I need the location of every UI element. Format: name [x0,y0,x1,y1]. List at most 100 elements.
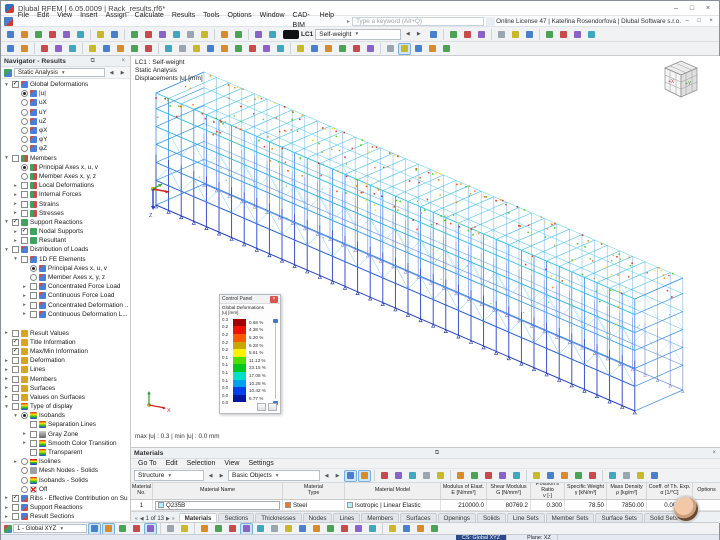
delete-row-icon[interactable] [482,470,495,482]
checkbox[interactable] [12,338,19,346]
checkbox[interactable] [21,191,28,199]
radio[interactable] [21,117,28,125]
legend-range-slider[interactable] [273,318,278,405]
new-member-load-icon[interactable] [336,43,349,55]
checkbox[interactable] [30,449,37,456]
mirror-icon[interactable] [114,43,127,55]
select-pointer-icon[interactable] [4,43,17,55]
expand-icon[interactable]: ▸ [23,311,26,318]
search-arrow-icon[interactable]: ▸ [347,18,351,25]
teamwork-server-icon[interactable] [32,28,45,40]
tree-item-transparent[interactable]: Transparent [1,448,130,457]
expand-icon[interactable]: ▸ [23,283,26,290]
axes-toggle-icon[interactable] [282,523,295,535]
export-excel-icon[interactable] [420,470,433,482]
previous-view-icon[interactable] [184,28,197,40]
tab-lines[interactable]: Lines [333,513,361,523]
result-filter-icon[interactable] [495,28,508,40]
expand-icon[interactable]: ▸ [14,191,17,198]
column-header-material-model[interactable]: Material Model [345,483,441,499]
collapse-icon[interactable]: ▾ [5,403,8,410]
radio[interactable] [21,99,28,107]
tab-nodes[interactable]: Nodes [302,513,333,523]
expand-icon[interactable]: ▸ [5,513,8,520]
menu-insert[interactable]: Insert [80,12,98,19]
report-dock-icon[interactable] [414,523,427,535]
cell-value[interactable]: 78.50 [565,500,607,510]
tree-item-distribution-of-loads[interactable]: ▾ Distribution of Loads [1,245,130,254]
collapse-icon[interactable]: ▾ [14,256,17,263]
undo-icon[interactable] [94,28,107,40]
tree-item-internal-forces[interactable]: ▸ Internal Forces [1,190,130,199]
tab-member-sets[interactable]: Member Sets [545,513,595,523]
new-surface-load-icon[interactable] [350,43,363,55]
new-hinge-icon[interactable] [308,43,321,55]
expand-icon[interactable]: ▸ [5,376,8,382]
checkbox[interactable] [30,283,37,291]
checkbox[interactable] [12,504,19,512]
tree-item-title-information[interactable]: Title Information [1,338,130,347]
materials-menu-go-to[interactable]: Go To [138,459,157,467]
next-table-icon[interactable]: ▶ [166,516,170,522]
radio[interactable] [21,90,28,98]
tree-item-isobands[interactable]: ▾ Isobands [1,411,130,420]
radio[interactable] [21,127,28,135]
last-table-icon[interactable]: » [171,516,175,522]
section-view-icon[interactable] [426,43,439,55]
tree-item-global-deformations[interactable]: ▾ Global Deformations [1,80,130,89]
cell-value[interactable]: 80769.2 [487,500,531,510]
show-results-icon[interactable] [447,28,460,40]
checkbox[interactable] [21,255,28,263]
column-header-mass-density[interactable]: Mass Density ρ [kg/m³] [607,483,647,499]
radio[interactable] [21,467,28,475]
checkbox[interactable] [30,310,37,318]
window-layout-icon[interactable] [530,470,543,482]
renderer-settings-icon[interactable] [440,43,453,55]
new-surface-icon[interactable] [232,43,245,55]
search-table-icon[interactable] [648,470,661,482]
jump-first-icon[interactable] [496,470,509,482]
window-yz-icon[interactable] [170,28,183,40]
display-properties-icon[interactable] [232,28,245,40]
column-header-material-name[interactable]: Material Name [153,483,283,499]
checkbox[interactable] [12,403,19,411]
expand-icon[interactable]: ▸ [14,237,17,244]
plane-yz-icon[interactable] [254,523,267,535]
checkbox[interactable] [30,421,37,429]
previous-analysis-button[interactable]: ◀ [109,69,114,76]
tree-item-y[interactable]: φY [1,135,130,144]
tree-item-local-deformations[interactable]: ▸ Local Deformations [1,181,130,190]
checkbox[interactable] [21,228,28,236]
tree-item-mesh-nodes-solids[interactable]: Mesh Nodes - Solids [1,466,130,475]
checkbox[interactable] [12,384,19,392]
expand-icon[interactable]: ▸ [5,330,8,337]
expand-icon[interactable]: ▸ [5,357,8,364]
column-header-modulus-of-elast[interactable]: Modulus of Elast. E [N/mm²] [441,483,487,499]
menu-view[interactable]: View [57,12,73,19]
clipping-box-icon[interactable] [412,43,425,55]
control-panel[interactable]: Control Panel × Global Deformations |u| … [219,294,281,414]
tab-members[interactable]: Members [361,513,400,523]
checkbox[interactable] [12,494,19,502]
new-polyline-icon[interactable] [218,43,231,55]
redo-icon[interactable] [108,28,121,40]
tree-item-x[interactable]: φX [1,126,130,135]
minimize-icon[interactable]: – [674,4,678,12]
tree-item-uy[interactable]: uY [1,108,130,117]
radio[interactable] [21,145,28,153]
expand-icon[interactable]: ▸ [5,385,8,392]
comments-toggle-icon[interactable] [296,523,309,535]
coordinate-system-combo[interactable]: 1 - Global XYZ [13,524,87,533]
radio[interactable] [21,476,28,484]
work-plane-lock-icon[interactable] [164,523,177,535]
expand-icon[interactable]: ▸ [5,504,8,511]
next-analysis-button[interactable]: ▶ [120,69,125,76]
expand-icon[interactable]: ▸ [14,201,17,208]
tree-item-smooth-color-transition[interactable]: ▸ Smooth Color Transition [1,439,130,448]
menu-window[interactable]: Window [259,12,285,19]
checkbox[interactable] [12,154,19,162]
sort-rows-icon[interactable] [544,470,557,482]
tree-item-ux[interactable]: uX [1,98,130,107]
checkbox[interactable] [12,81,19,89]
tree-item-principal-axes-x-u-v[interactable]: Principal Axes x, u, v [1,163,130,172]
